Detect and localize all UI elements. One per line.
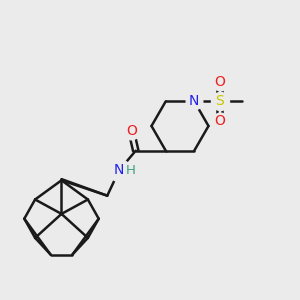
Text: O: O <box>214 75 225 89</box>
Text: N: N <box>114 163 124 177</box>
Text: S: S <box>215 94 224 108</box>
Text: H: H <box>126 164 136 177</box>
Text: N: N <box>189 94 200 108</box>
Text: O: O <box>126 124 137 138</box>
Text: O: O <box>214 114 225 128</box>
